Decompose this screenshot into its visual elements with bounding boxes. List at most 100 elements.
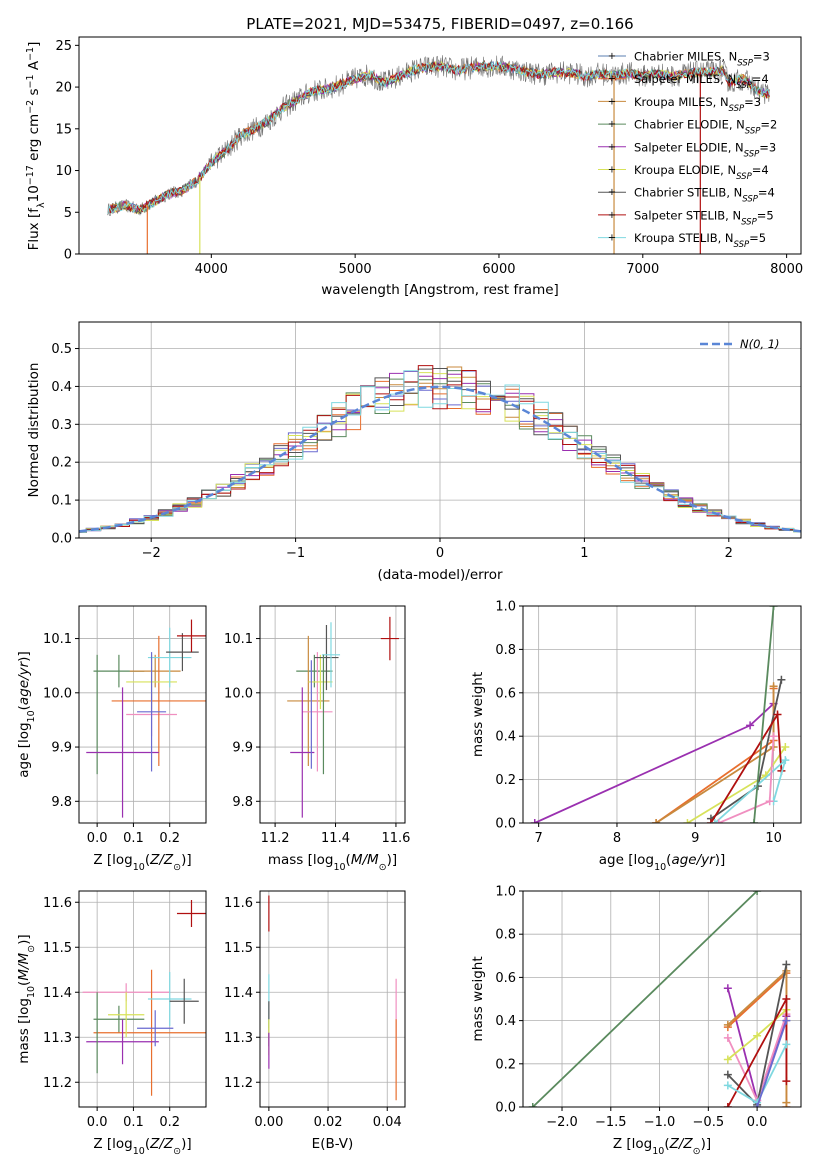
legend-marker: + bbox=[608, 187, 616, 198]
weight-marker bbox=[782, 1040, 791, 1049]
x-tick-label: 0.04 bbox=[373, 1115, 402, 1130]
y-tick-label: 0.4 bbox=[495, 730, 516, 745]
y-tick-label: 0.4 bbox=[495, 1014, 516, 1029]
label-part: ⊙ bbox=[173, 862, 181, 873]
legend-label-7: Salpeter STELIB, NSSP=5 bbox=[634, 208, 774, 227]
y-tick-label: 1.0 bbox=[495, 600, 516, 615]
x-tick-label: 9 bbox=[691, 831, 699, 846]
legend-label-part: =4 bbox=[758, 186, 775, 200]
weight-marker bbox=[723, 1103, 732, 1107]
label-part: mass [log bbox=[268, 852, 334, 868]
ticks: 0.0 0.1 0.2 9.8 9.9 10.0 10.1 bbox=[43, 632, 180, 846]
y-tick-label: 0.3 bbox=[51, 418, 72, 433]
x-tick-label: 0.1 bbox=[123, 1115, 144, 1130]
x-tick-label: 1 bbox=[580, 546, 588, 561]
legend-label-part: =5 bbox=[757, 208, 774, 222]
x-tick-label: 0.1 bbox=[123, 831, 144, 846]
x-tick-label: 11.4 bbox=[321, 831, 350, 846]
legend-label-part: =4 bbox=[752, 72, 769, 86]
x-tick-label: 0 bbox=[436, 546, 444, 561]
weight-marker bbox=[782, 1016, 791, 1025]
x-tick-label: 7 bbox=[535, 831, 543, 846]
y-tick-label: 11.2 bbox=[43, 1076, 72, 1091]
y-tick-label: 11.3 bbox=[43, 1031, 72, 1046]
ticks: 0.0 0.1 0.2 11.2 11.3 11.4 11.5 11.6 bbox=[43, 896, 180, 1130]
y-tick-label: 0.5 bbox=[51, 342, 72, 357]
weight-marker bbox=[723, 1020, 732, 1029]
legend-marker: + bbox=[608, 142, 616, 153]
weight-marker bbox=[683, 819, 692, 823]
x-tick-label: 11.6 bbox=[381, 831, 410, 846]
label-part: )] bbox=[701, 1136, 712, 1152]
massweight-vs-age-plot-area bbox=[530, 606, 790, 823]
label-part: λ bbox=[36, 202, 47, 208]
weight-marker bbox=[773, 710, 782, 719]
label-part: 10 bbox=[133, 862, 145, 873]
label-part: 10 bbox=[133, 1146, 145, 1157]
y-tick-label: 11.6 bbox=[43, 896, 72, 911]
legend-marker: + bbox=[608, 96, 616, 107]
weight-line-9 bbox=[756, 1020, 788, 1107]
axes-frame bbox=[78, 890, 207, 1108]
x-tick-label: 11.2 bbox=[261, 831, 290, 846]
x-tick-label: 8 bbox=[613, 831, 621, 846]
legend-label-part: SSP bbox=[736, 172, 752, 182]
x-tick-label: 7000 bbox=[626, 262, 659, 277]
weight-marker bbox=[723, 984, 732, 993]
x-tick-label: 0.00 bbox=[254, 1115, 283, 1130]
label-part: A bbox=[26, 60, 42, 74]
weight-marker bbox=[723, 1070, 732, 1079]
model-line-8 bbox=[107, 60, 770, 215]
histogram-series-6 bbox=[79, 368, 801, 533]
y-tick-label: 11.4 bbox=[43, 986, 72, 1001]
label-part: 10 bbox=[652, 1146, 664, 1157]
legend-label-8: Kroupa STELIB, NSSP=5 bbox=[634, 231, 766, 250]
x-tick-label: 0.0 bbox=[87, 831, 108, 846]
weight-marker bbox=[746, 721, 755, 730]
label-part: −1 bbox=[25, 47, 36, 61]
weight-marker bbox=[781, 756, 790, 765]
weight-marker bbox=[723, 1033, 732, 1042]
legend-marker: + bbox=[608, 119, 616, 130]
label-part: 10 bbox=[654, 862, 666, 873]
weight-marker bbox=[769, 682, 778, 691]
x-tick-label: 5000 bbox=[339, 262, 372, 277]
x-tick-label: 6000 bbox=[482, 262, 515, 277]
x-tick-label: 0.2 bbox=[159, 1115, 180, 1130]
axes-frame bbox=[522, 890, 802, 1108]
weight-marker bbox=[781, 743, 790, 752]
label-part: Flux [f bbox=[26, 207, 42, 251]
age-vs-Z-chart: 0.0 0.1 0.29.89.910.010.1Z [log10(Z/Z⊙)]ag… bbox=[16, 605, 207, 873]
y-tick-label: 10.0 bbox=[224, 686, 253, 701]
y-tick-label: 0.1 bbox=[51, 494, 72, 509]
x-tick-label: 8000 bbox=[770, 262, 803, 277]
legend-label-part: Kroupa MILES, N bbox=[634, 95, 729, 109]
legend-label-part: SSP bbox=[736, 81, 752, 91]
x-tick-label: 0.0 bbox=[747, 1115, 768, 1130]
label-part: Z/Z bbox=[149, 1136, 174, 1152]
x-axis-label: age [log10(age/yr)] bbox=[599, 852, 725, 873]
y-axis-label: age [log10(age/yr)] bbox=[16, 651, 37, 777]
x-tick-label: −0.5 bbox=[693, 1115, 725, 1130]
label-part: Z/Z bbox=[669, 1136, 694, 1152]
axes-frame bbox=[78, 605, 207, 824]
legend-label-part: SSP bbox=[745, 127, 761, 137]
y-tick-label: 1.0 bbox=[495, 885, 516, 900]
weight-marker bbox=[750, 819, 759, 823]
axes-frame bbox=[78, 36, 802, 255]
y-tick-label: 5 bbox=[64, 206, 72, 221]
x-axis-label: mass [log10(M/M⊙)] bbox=[268, 852, 397, 873]
x-tick-label: 10 bbox=[765, 831, 782, 846]
legend-label-part: =3 bbox=[759, 140, 776, 154]
x-tick-label: −2.0 bbox=[546, 1115, 578, 1130]
data-point-2 bbox=[302, 652, 333, 772]
weight-line-6 bbox=[714, 757, 788, 823]
legend-label-4: Salpeter ELODIE, NSSP=3 bbox=[634, 140, 776, 159]
weight-marker bbox=[769, 606, 778, 610]
data-point-1 bbox=[287, 635, 330, 767]
label-part: )] bbox=[181, 1136, 192, 1152]
y-tick-label: 0.8 bbox=[495, 643, 516, 658]
label-part: age/yr bbox=[16, 660, 32, 705]
label-part: Z [log bbox=[613, 1136, 652, 1152]
